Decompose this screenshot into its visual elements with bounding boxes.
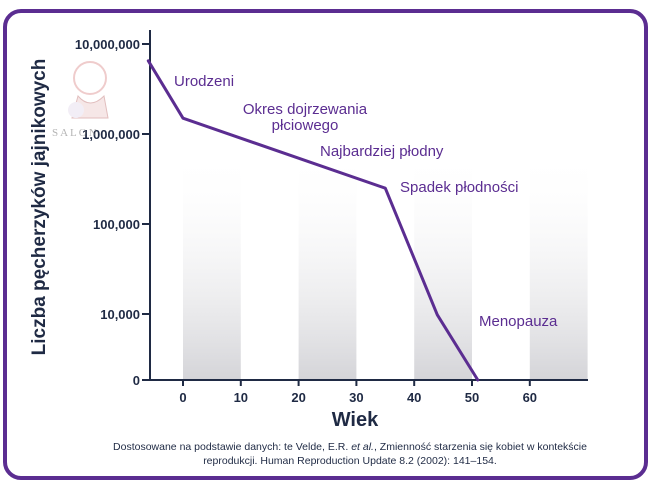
x-tick-label-2: 20 (291, 390, 305, 405)
source-note: Dostosowane na podstawie danych: te Veld… (100, 440, 600, 468)
annotation-najbardziej-plodny: Najbardziej płodny (320, 143, 444, 160)
age-band-0 (183, 150, 241, 380)
x-axis-title: Wiek (332, 409, 379, 431)
annotation-plciowego: płciowego (272, 117, 339, 134)
x-tick-label-4: 40 (407, 390, 421, 405)
annotation-spadek-plodnosci: Spadek płodności (400, 179, 518, 196)
watermark-text: SALON (52, 127, 99, 139)
y-tick-label-2: 100,000 (93, 217, 140, 232)
x-tick-label-0: 0 (179, 390, 186, 405)
source-note-prefix: Dostosowane na podstawie danych: te Veld… (113, 441, 351, 453)
x-tick-label-6: 60 (523, 390, 537, 405)
x-tick-label-5: 50 (465, 390, 479, 405)
age-band-1 (299, 150, 357, 380)
y-axis-title: Liczba pęcherzyków jajnikowych (29, 59, 50, 356)
x-tick-label-1: 10 (234, 390, 248, 405)
age-band-3 (530, 150, 588, 380)
y-tick-label-0: 0 (133, 373, 140, 388)
shaded-age-bands (183, 150, 588, 380)
watermark-logo: SALON (48, 48, 148, 148)
annotation-menopauza: Menopauza (479, 313, 558, 330)
source-note-italic: et al. (351, 441, 374, 453)
y-tick-label-1: 10,000 (100, 307, 140, 322)
x-tick-labels: 0 10 20 30 40 50 60 (179, 390, 537, 405)
x-tick-label-3: 30 (349, 390, 363, 405)
annotation-okres-dojrzewania: Okres dojrzewania (243, 101, 368, 118)
annotation-urodzeni: Urodzeni (174, 73, 234, 90)
